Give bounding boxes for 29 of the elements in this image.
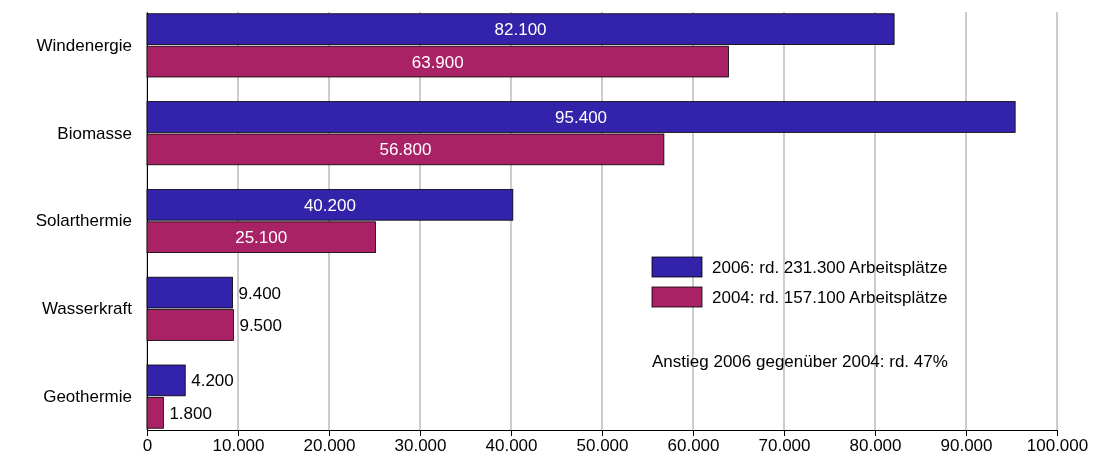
data-label: 40.200 bbox=[303, 195, 356, 215]
x-tick-label: 30.000 bbox=[394, 436, 447, 456]
x-tick-label: 0 bbox=[142, 436, 153, 456]
y-tick-label: Geothermie bbox=[43, 387, 132, 407]
y-tick-label: Solarthermie bbox=[35, 211, 132, 231]
x-tick-label: 60.000 bbox=[667, 436, 720, 456]
x-tick-label: 80.000 bbox=[849, 436, 902, 456]
x-tick-label: 20.000 bbox=[303, 436, 356, 456]
x-tick-label: 50.000 bbox=[576, 436, 629, 456]
y-tick-label: Windenergie bbox=[36, 35, 132, 55]
x-tick-label: 40.000 bbox=[485, 436, 538, 456]
x-tick-label: 10.000 bbox=[212, 436, 265, 456]
data-label: 9.500 bbox=[239, 315, 282, 335]
y-tick-label: Biomasse bbox=[57, 123, 132, 143]
legend-label: 2006: rd. 231.300 Arbeitsplätze bbox=[712, 257, 948, 277]
data-label: 95.400 bbox=[555, 107, 608, 127]
data-label: 9.400 bbox=[238, 283, 282, 303]
data-label: 1.800 bbox=[169, 403, 212, 423]
data-label: 56.800 bbox=[379, 140, 432, 160]
data-label: 25.100 bbox=[235, 228, 288, 248]
data-label: 63.900 bbox=[411, 52, 464, 72]
data-label: 82.100 bbox=[494, 20, 547, 40]
x-tick-label: 70.000 bbox=[758, 436, 811, 456]
annotation: Anstieg 2006 gegenüber 2004: rd. 47% bbox=[652, 352, 948, 371]
data-label: 4.200 bbox=[191, 371, 234, 391]
x-tick-label: 90.000 bbox=[940, 436, 993, 456]
y-tick-label: Wasserkraft bbox=[41, 299, 133, 319]
x-tick-label: 100.000 bbox=[1026, 436, 1089, 456]
legend-label: 2004: rd. 157.100 Arbeitsplätze bbox=[712, 287, 948, 307]
